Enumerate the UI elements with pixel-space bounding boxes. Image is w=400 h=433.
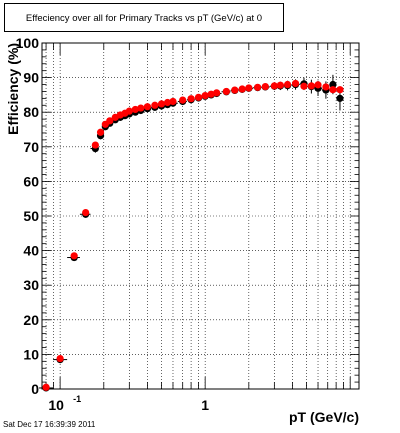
y-tick-label: 40 xyxy=(23,243,39,259)
y-tick-label: 50 xyxy=(23,208,39,224)
y-tick-label: 90 xyxy=(23,70,39,86)
data-point xyxy=(254,83,262,91)
data-point xyxy=(261,82,269,91)
chart-title: Effeciency over all for Primary Tracks v… xyxy=(25,13,263,24)
y-tick-label: 10 xyxy=(23,346,39,362)
data-point xyxy=(131,105,139,114)
series-1 xyxy=(42,79,344,391)
y-tick-label: 70 xyxy=(23,139,39,155)
data-point xyxy=(222,87,230,96)
data-point xyxy=(276,81,284,89)
data-point xyxy=(163,98,172,107)
data-point xyxy=(314,81,322,89)
x-tick-label: 10 xyxy=(48,397,64,413)
data-point xyxy=(300,82,308,90)
data-point xyxy=(179,96,187,104)
chart-title-box: Effeciency over all for Primary Tracks v… xyxy=(4,3,284,32)
y-tick-label: 30 xyxy=(23,277,39,293)
data-point xyxy=(207,90,215,98)
data-point xyxy=(42,383,50,391)
data-point xyxy=(283,80,292,89)
data-point xyxy=(56,354,64,363)
data-point xyxy=(169,97,177,106)
data-point xyxy=(96,128,105,136)
data-point xyxy=(329,80,337,89)
x-tick-label-exponent: -1 xyxy=(73,394,81,404)
data-point xyxy=(336,86,344,94)
y-tick-label: 20 xyxy=(23,312,39,328)
data-point xyxy=(238,85,246,93)
x-axis: 10 -1 1 xyxy=(45,43,351,413)
data-point xyxy=(201,91,209,100)
y-tick-label: 100 xyxy=(16,35,40,51)
timestamp: Sat Dec 17 16:39:39 2011 xyxy=(3,420,96,429)
data-point xyxy=(270,82,278,90)
data-point xyxy=(187,95,195,103)
data-point xyxy=(231,86,239,94)
data-point xyxy=(322,83,330,91)
series-0 xyxy=(39,74,344,392)
data-point xyxy=(336,94,344,102)
y-tick-label: 0 xyxy=(31,381,39,397)
y-axis-label: Efficiency (%) xyxy=(5,43,21,135)
data-point xyxy=(70,252,78,260)
y-tick-label: 80 xyxy=(23,104,39,120)
data-point xyxy=(213,89,221,97)
y-axis: 0 10 20 30 40 50 60 70 80 90 100 xyxy=(16,35,359,397)
data-point xyxy=(82,208,90,217)
data-point xyxy=(143,103,152,111)
data-point xyxy=(106,117,114,125)
data-point xyxy=(157,100,166,108)
data-point xyxy=(137,104,145,112)
data-point xyxy=(329,86,337,94)
data-point xyxy=(91,141,99,149)
data-point xyxy=(194,93,203,101)
data-point xyxy=(151,101,159,109)
data-point xyxy=(291,79,300,88)
data-point xyxy=(307,82,315,90)
x-axis-label: pT (GeV/c) xyxy=(289,409,359,425)
x-tick-label: 1 xyxy=(201,397,209,413)
data-point xyxy=(125,107,133,115)
y-tick-label: 60 xyxy=(23,173,39,189)
data-point xyxy=(245,84,253,92)
